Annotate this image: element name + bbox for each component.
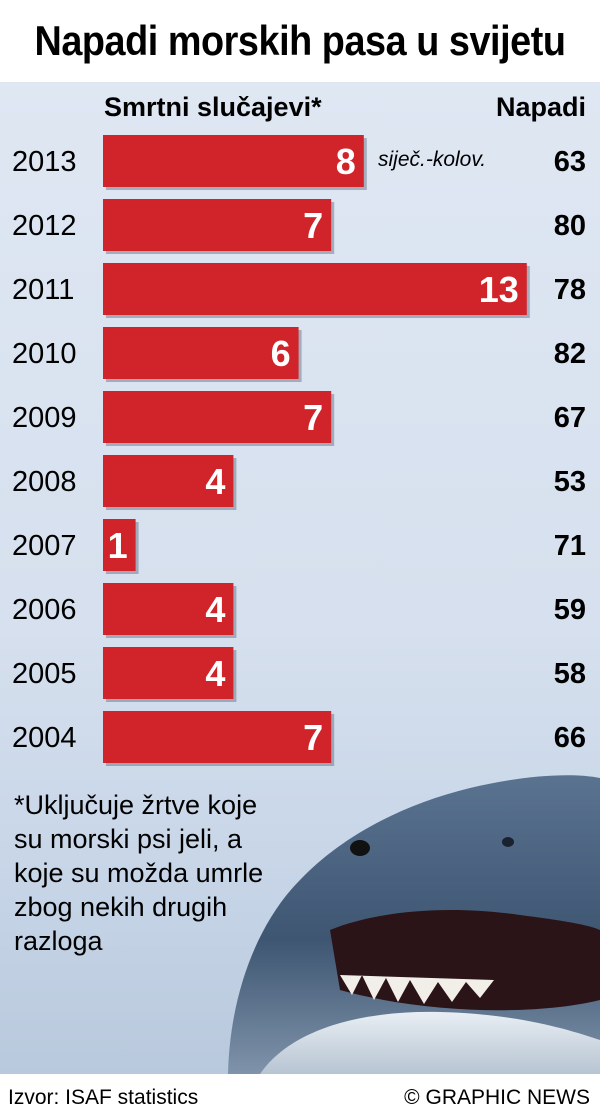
year-label: 2004 (12, 722, 77, 754)
deaths-value-label: 4 (205, 653, 225, 694)
year-label: 2006 (12, 594, 77, 626)
deaths-value-label: 8 (336, 141, 356, 182)
credit-text: © GRAPHIC NEWS (404, 1086, 590, 1109)
deaths-bar (103, 263, 527, 315)
deaths-bar (103, 519, 136, 571)
deaths-bar (103, 583, 234, 635)
deaths-bar (103, 711, 332, 763)
attacks-value-label: 67 (554, 402, 586, 434)
deaths-column-header: Smrtni slučajevi* (104, 92, 322, 122)
deaths-bar (103, 455, 234, 507)
attacks-value-label: 80 (554, 210, 586, 242)
year-label: 2013 (12, 146, 77, 178)
year-label: 2008 (12, 466, 77, 498)
deaths-bar (103, 199, 332, 251)
year-label: 2005 (12, 658, 77, 690)
deaths-value-label: 7 (303, 205, 323, 246)
deaths-value-label: 13 (479, 269, 519, 310)
deaths-bar (103, 391, 332, 443)
deaths-bar (103, 647, 234, 699)
deaths-bar (103, 327, 299, 379)
deaths-value-label: 1 (108, 525, 128, 566)
deaths-value-label: 4 (205, 461, 225, 502)
attacks-value-label: 63 (554, 146, 586, 178)
chart-title: Napadi morskih pasa u svijetu (30, 0, 570, 82)
year-label: 2007 (12, 530, 77, 562)
attacks-value-label: 78 (554, 274, 586, 306)
year-label: 2012 (12, 210, 77, 242)
deaths-value-label: 7 (303, 397, 323, 438)
attacks-value-label: 59 (554, 594, 586, 626)
attacks-value-label: 82 (554, 338, 586, 370)
deaths-value-label: 7 (303, 717, 323, 758)
year-label: 2009 (12, 402, 77, 434)
source-text: Izvor: ISAF statistics (8, 1086, 199, 1109)
deaths-value-label: 4 (205, 589, 225, 630)
deaths-value-label: 6 (271, 333, 291, 374)
deaths-bar (103, 135, 364, 187)
attacks-value-label: 53 (554, 466, 586, 498)
footnote: *Uključuje žrtve koje su morski psi jeli… (14, 790, 264, 956)
period-note-2013: siječ.-kolov. (378, 148, 487, 171)
year-label: 2010 (12, 338, 77, 370)
attacks-value-label: 58 (554, 658, 586, 690)
attacks-value-label: 66 (554, 722, 586, 754)
attacks-column-header: Napadi (495, 92, 586, 122)
attacks-value-label: 71 (554, 530, 586, 562)
year-label: 2011 (12, 274, 74, 306)
footer: Izvor: ISAF statistics © GRAPHIC NEWS (0, 1074, 600, 1120)
